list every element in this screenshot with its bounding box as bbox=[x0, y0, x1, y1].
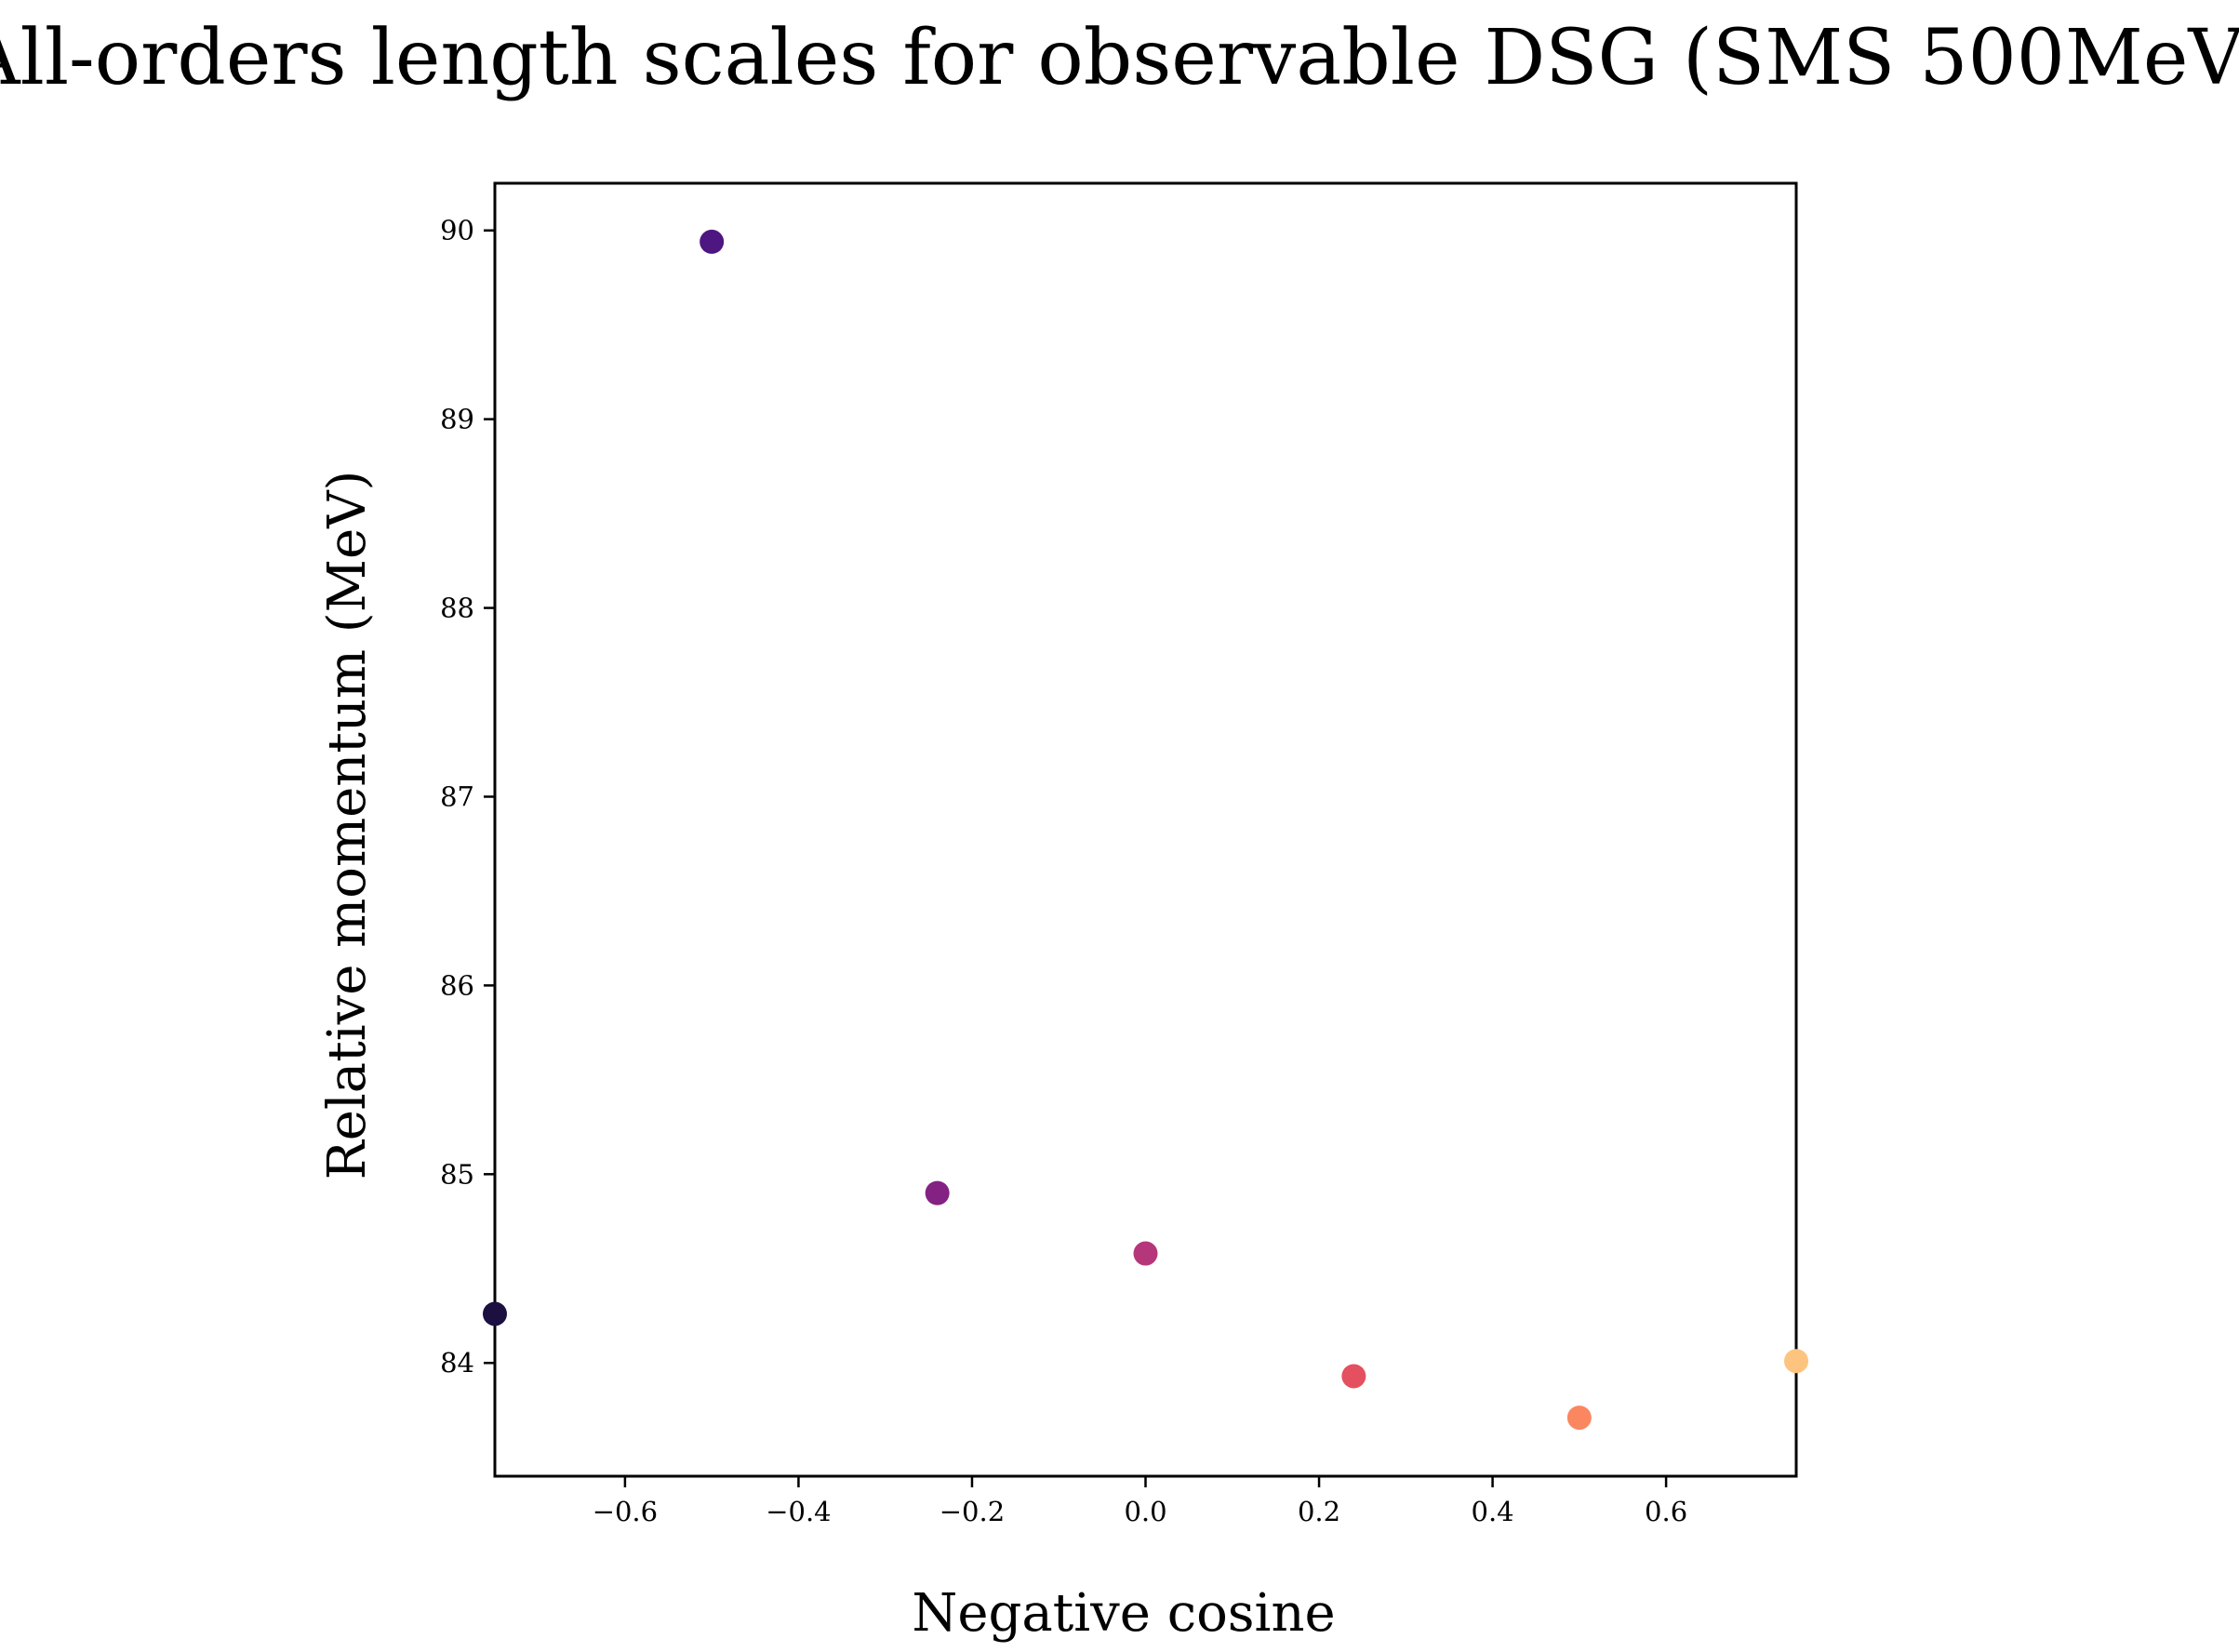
plot-frame bbox=[493, 181, 1798, 1478]
y-tick-label: 89 bbox=[440, 404, 474, 435]
y-tick-label: 84 bbox=[440, 1347, 474, 1379]
y-tick-label: 90 bbox=[440, 215, 474, 246]
y-tick-label: 87 bbox=[440, 780, 474, 812]
x-tick-label: 0.6 bbox=[1645, 1496, 1687, 1527]
chart-title: All-orders length scales for observable … bbox=[0, 14, 2239, 102]
scatter-points bbox=[483, 229, 1808, 1431]
x-tick-label: 0.0 bbox=[1124, 1496, 1166, 1527]
x-tick-label: −0.2 bbox=[940, 1496, 1005, 1527]
y-axis-ticks: 84 85 86 87 88 89 90 bbox=[440, 215, 495, 1379]
y-tick-label: 86 bbox=[440, 969, 474, 1001]
data-point bbox=[700, 229, 725, 254]
data-point bbox=[1784, 1349, 1808, 1374]
x-axis-label: Negative cosine bbox=[912, 1583, 1335, 1644]
data-point bbox=[483, 1301, 507, 1326]
x-tick-label: −0.6 bbox=[593, 1496, 658, 1527]
data-point bbox=[1133, 1241, 1158, 1266]
data-point bbox=[925, 1180, 950, 1206]
data-point bbox=[1566, 1406, 1592, 1431]
y-axis-label: Relative momentum (MeV) bbox=[317, 471, 378, 1180]
y-tick-label: 88 bbox=[440, 593, 474, 624]
x-tick-label: 0.4 bbox=[1472, 1496, 1514, 1527]
y-tick-label: 85 bbox=[440, 1158, 474, 1190]
x-axis-ticks: −0.6 −0.4 −0.2 0.0 0.2 0.4 0.6 bbox=[593, 1476, 1687, 1527]
data-point bbox=[1341, 1364, 1366, 1389]
x-tick-label: 0.2 bbox=[1298, 1496, 1340, 1527]
x-tick-label: −0.4 bbox=[766, 1496, 831, 1527]
